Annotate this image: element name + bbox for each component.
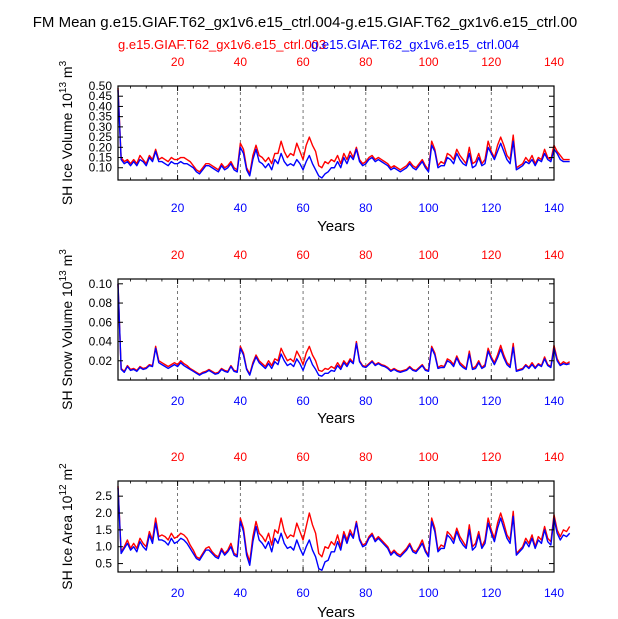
chart-panel-1: 0.100.150.200.250.300.350.400.450.50 20 20…: [58, 55, 570, 235]
y-axis-label-unit: m: [59, 66, 75, 82]
y-tick-label: 0.40: [89, 99, 113, 113]
x-tick-label-bottom: 140: [544, 201, 564, 215]
y-tick-label: 0.08: [89, 296, 113, 310]
y-tick-label: 0.35: [89, 110, 113, 124]
x-tick-label-top: 140: [544, 248, 564, 262]
x-tick-label-bottom: 80: [359, 586, 373, 600]
x-tick-label-top: 80: [359, 450, 373, 464]
y-axis-label-main: SH Ice Volume 10: [59, 93, 75, 205]
y-axis-label-unit: m: [59, 469, 75, 485]
x-tick-label-top: 60: [296, 450, 310, 464]
x-tick-label-top: 80: [359, 248, 373, 262]
series-line-red: [117, 283, 571, 375]
y-axis-label-unit: m: [59, 255, 75, 271]
y-axis-label-main: SH Ice Area 10: [59, 495, 75, 589]
series-line-blue: [117, 90, 570, 179]
y-tick-label: 2.0: [95, 506, 112, 520]
y-tick-label: 0.10: [89, 161, 113, 175]
x-tick-label-top: 140: [544, 450, 564, 464]
y-tick-label: 0.06: [89, 315, 113, 329]
x-tick-label-top: 100: [419, 450, 439, 464]
plot-frame: [117, 480, 555, 573]
y-axis-label: SH Snow Volume 1013 m3: [58, 249, 75, 410]
legend-red-label: g.e15.GIAF.T62_gx1v6.e15_ctrl.003: [118, 37, 326, 52]
x-tick-label-top: 40: [234, 55, 248, 69]
x-tick-label-top: 100: [419, 55, 439, 69]
x-tick-label-top: 120: [481, 55, 501, 69]
x-tick-label-top: 20: [171, 450, 185, 464]
series-line-blue: [117, 487, 571, 572]
x-tick-label-bottom: 60: [296, 201, 310, 215]
y-tick-label: 0.45: [89, 89, 113, 103]
x-tick-label-top: 120: [481, 450, 501, 464]
series-line-red: [117, 486, 571, 563]
x-tick-label-bottom: 100: [419, 586, 439, 600]
x-tick-label-top: 140: [544, 55, 564, 69]
chart-panel-2: 0.02 0.04 0.06 0.08 0.10 20 20 40 40 60 60 80 80 100 1…: [58, 248, 571, 427]
x-axis-label: Years: [317, 218, 355, 235]
plot-frame: [117, 278, 555, 381]
y-tick-label: 1.5: [95, 523, 112, 537]
chart-panel-3: 0.5 1.0 1.5 2.0 2.5 20 20 40 40 60 60 80 80 100 100 120…: [58, 450, 571, 619]
series-line-red: [117, 88, 570, 175]
y-tick-label: 0.25: [89, 130, 113, 144]
figure-title: FM Mean g.e15.GIAF.T62_gx1v6.e15_ctrl.00…: [33, 14, 577, 31]
y-axis-label-unit-exp: 3: [58, 249, 69, 255]
x-tick-label-bottom: 140: [544, 394, 564, 408]
y-tick-label: 0.02: [89, 354, 113, 368]
x-tick-label-top: 120: [481, 248, 501, 262]
x-tick-label-bottom: 60: [296, 394, 310, 408]
x-tick-label-top: 60: [296, 55, 310, 69]
x-tick-label-top: 40: [234, 248, 248, 262]
x-tick-label-bottom: 40: [234, 201, 248, 215]
x-tick-label-top: 20: [171, 248, 185, 262]
x-tick-label-top: 100: [419, 248, 439, 262]
x-tick-label-bottom: 120: [481, 586, 501, 600]
x-tick-label-top: 80: [359, 55, 373, 69]
y-axis-label: SH Ice Volume 1013 m3: [58, 60, 75, 205]
y-tick-label: 2.5: [95, 489, 112, 503]
x-tick-label-bottom: 120: [481, 394, 501, 408]
x-tick-label-top: 20: [171, 55, 185, 69]
y-axis-label-unit-exp: 3: [58, 60, 69, 66]
x-tick-label-bottom: 80: [359, 201, 373, 215]
y-tick-label: 1.0: [95, 540, 112, 554]
x-axis-label: Years: [317, 410, 355, 427]
series-line-blue: [117, 283, 570, 377]
x-tick-label-bottom: 40: [234, 586, 248, 600]
y-tick-label: 0.04: [89, 335, 113, 349]
x-tick-label-bottom: 140: [544, 586, 564, 600]
y-tick-label: 0.15: [89, 151, 113, 165]
y-axis-label: SH Ice Area 1012 m2: [58, 463, 75, 590]
chart-panels: 0.100.150.200.250.300.350.400.450.502020…: [58, 55, 571, 619]
x-tick-label-bottom: 20: [171, 586, 185, 600]
x-tick-label-bottom: 40: [234, 394, 248, 408]
y-axis-label-exp: 13: [58, 270, 69, 282]
x-tick-label-bottom: 60: [296, 586, 310, 600]
x-tick-label-bottom: 20: [171, 201, 185, 215]
y-tick-label: 0.30: [89, 120, 113, 134]
x-tick-label-bottom: 100: [419, 394, 439, 408]
x-tick-label-bottom: 20: [171, 394, 185, 408]
x-tick-label-bottom: 120: [481, 201, 501, 215]
y-tick-label: 0.10: [89, 277, 113, 291]
y-tick-label: 0.5: [95, 557, 112, 571]
plot-frame: [117, 85, 555, 181]
y-axis-label-unit-exp: 2: [58, 463, 69, 469]
x-tick-label-top: 60: [296, 248, 310, 262]
x-tick-label-bottom: 100: [419, 201, 439, 215]
y-axis-label-exp: 13: [58, 82, 69, 94]
x-tick-label-top: 40: [234, 450, 248, 464]
y-axis-label-main: SH Snow Volume 10: [59, 281, 75, 410]
y-tick-label: 0.20: [89, 140, 113, 154]
y-axis-label-exp: 12: [58, 484, 69, 496]
y-tick-label: 0.50: [89, 79, 113, 93]
x-tick-label-bottom: 80: [359, 394, 373, 408]
legend-blue-label: g.e15.GIAF.T62_gx1v6.e15_ctrl.004: [311, 37, 519, 52]
x-axis-label: Years: [317, 604, 355, 619]
